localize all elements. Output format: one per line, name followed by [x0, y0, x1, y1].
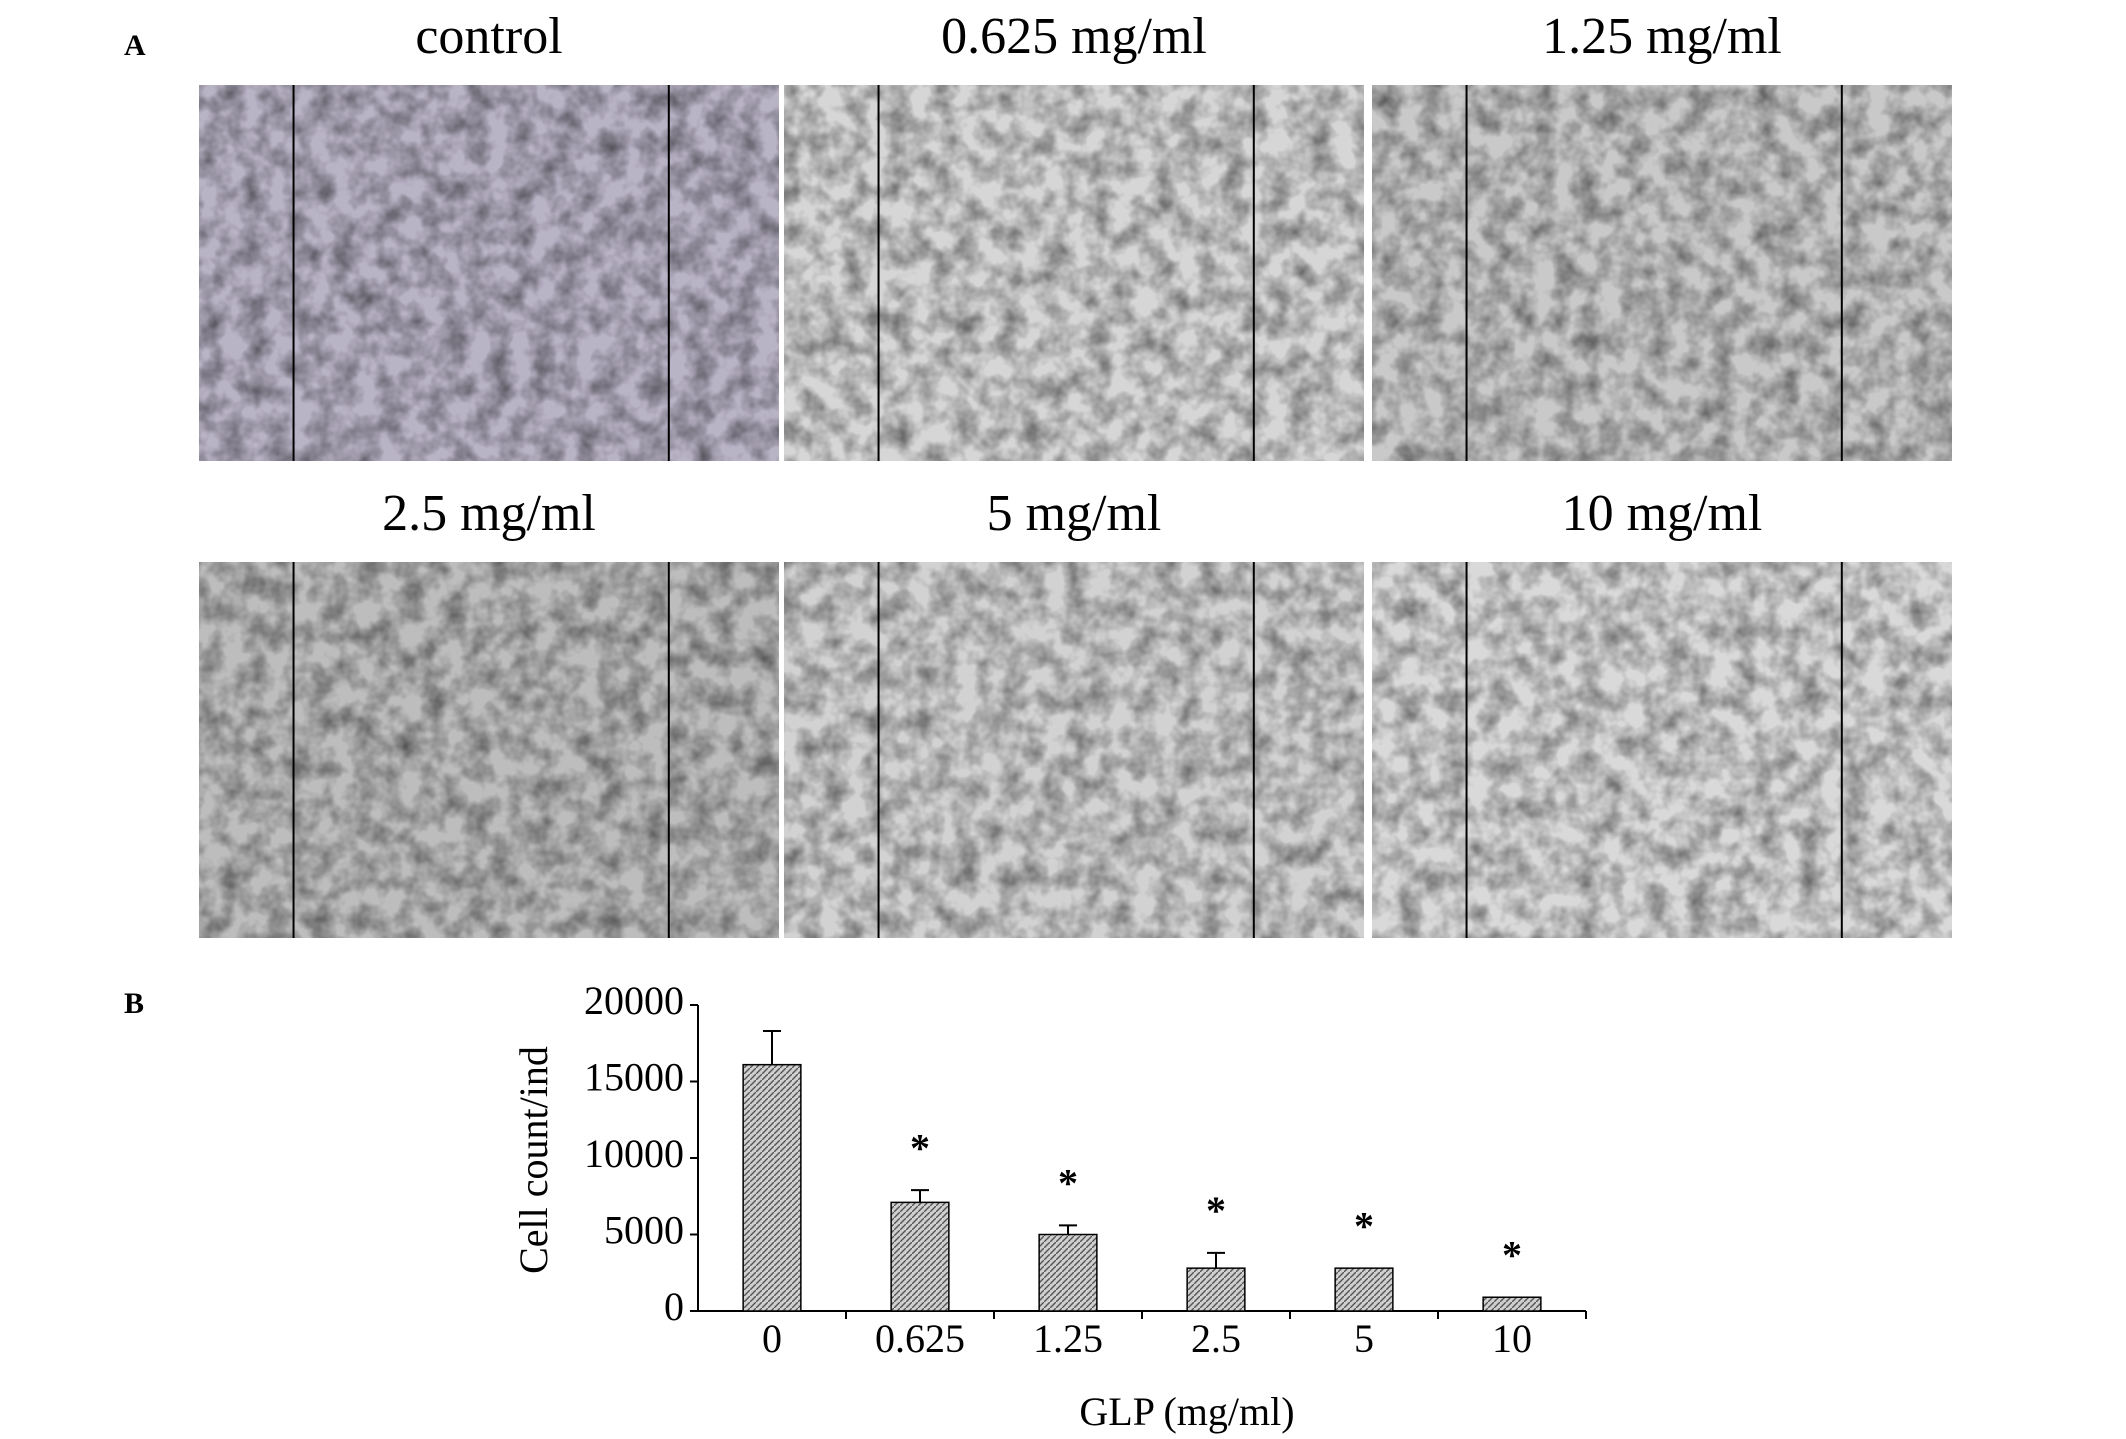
bar [742, 1063, 802, 1312]
y-tick-label: 10000 [584, 1131, 684, 1176]
x-tick-label: 5 [1354, 1316, 1374, 1361]
significance-mark: * [1354, 1203, 1374, 1248]
x-tick-label: 10 [1492, 1316, 1532, 1361]
y-tick-label: 0 [664, 1284, 684, 1329]
bar [1038, 1233, 1098, 1312]
panel-label: B [124, 987, 144, 1020]
micrograph-texture [1372, 562, 1952, 938]
significance-mark: * [910, 1125, 930, 1170]
micrograph-texture [784, 562, 1364, 938]
image-title: 1.25 mg/ml [1542, 8, 1782, 65]
bar [1186, 1267, 1246, 1312]
y-tick-label: 20000 [584, 978, 684, 1023]
image-grid: control 0.625 mg/ml 1.25 mg/ml 2.5 mg/ml 5 m… [199, 8, 1952, 938]
image-title: control [415, 8, 562, 65]
image-title: 10 mg/ml [1562, 485, 1763, 542]
bar-chart: 0 5000 10000 15000 20000 0 0.625 * 1.25 * 2.5 * 5 * 10… [511, 978, 1587, 1434]
micrograph-texture [199, 562, 779, 938]
x-tick-label: 0.625 [875, 1316, 965, 1361]
y-tick-label: 5000 [604, 1208, 684, 1253]
y-axis-label: Cell count/ind [511, 1046, 556, 1274]
image-title: 2.5 mg/ml [382, 485, 596, 542]
micrograph-texture [1372, 85, 1952, 461]
significance-mark: * [1058, 1160, 1078, 1205]
x-tick-label: 0 [762, 1316, 782, 1361]
micrograph-texture [199, 85, 779, 461]
panel-label: A [124, 29, 146, 62]
significance-mark: * [1502, 1232, 1522, 1277]
bar [1482, 1296, 1542, 1312]
image-title: 5 mg/ml [987, 485, 1162, 542]
bar [1334, 1267, 1394, 1312]
micrograph-texture [784, 85, 1364, 461]
image-title: 0.625 mg/ml [941, 8, 1207, 65]
bar [890, 1201, 950, 1312]
x-tick-label: 2.5 [1191, 1316, 1241, 1361]
y-tick-label: 15000 [584, 1055, 684, 1100]
x-tick-label: 1.25 [1033, 1316, 1103, 1361]
x-axis-label: GLP (mg/ml) [1079, 1389, 1294, 1434]
significance-mark: * [1206, 1188, 1226, 1233]
